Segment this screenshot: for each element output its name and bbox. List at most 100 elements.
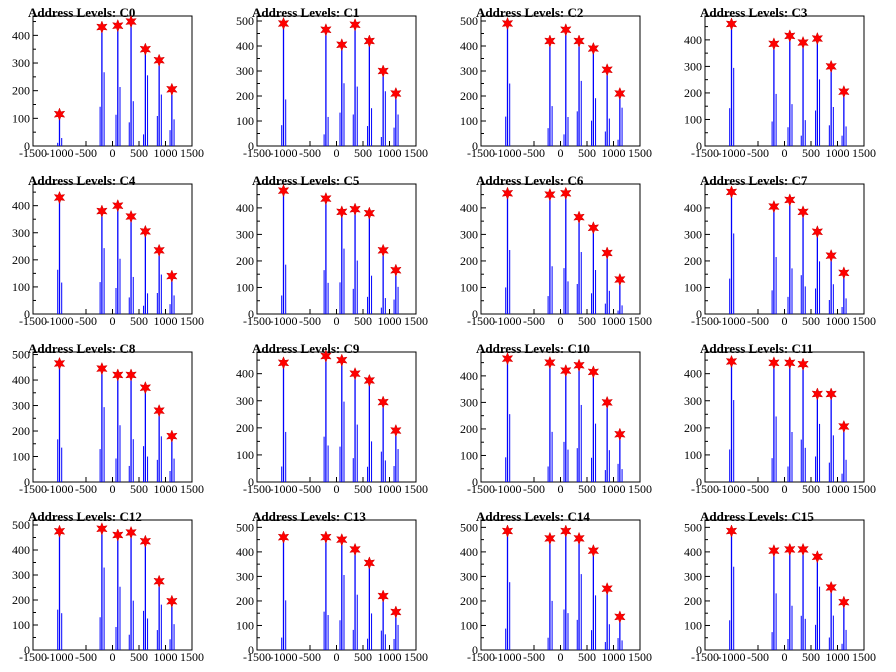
y-tick-label: 200 <box>684 594 702 608</box>
x-tick-label: -1500 <box>467 650 495 664</box>
x-tick-label: -1000 <box>46 146 74 160</box>
peak-marker <box>811 31 824 46</box>
x-tick-label: -1500 <box>243 314 271 328</box>
x-tick-label: 500 <box>802 146 820 160</box>
chart-panel-13: Address Levels: C13 0 100 200 300 400 500 -1500… <box>224 504 448 672</box>
x-tick-label: -1500 <box>19 482 47 496</box>
peak-marker <box>838 84 850 99</box>
x-tick-label: 1500 <box>852 650 876 664</box>
x-tick-label: 500 <box>578 650 596 664</box>
peak-marker <box>349 202 361 216</box>
chart-plot: 0 100 200 300 400 -1500-1000 -500 0 500 1000 1500 <box>684 351 876 496</box>
peak-marker <box>811 225 824 239</box>
x-tick-label: -1500 <box>691 146 719 160</box>
peak-marker <box>363 373 376 388</box>
peak-marker <box>544 187 556 202</box>
chart-plot: 0 100 200 300 400 -1500-1000 -500 0 500 1000 1500 <box>684 15 876 160</box>
peak-marker <box>560 23 572 37</box>
x-tick-label: -500 <box>75 314 97 328</box>
peak-marker <box>320 530 332 544</box>
peak-marker <box>363 556 376 570</box>
peak-marker <box>53 356 66 371</box>
x-tick-label: 500 <box>130 314 148 328</box>
y-tick-label: 200 <box>460 89 478 103</box>
x-tick-label: -1000 <box>270 482 298 496</box>
peak-marker <box>725 524 738 538</box>
chart-plot: 0 100 200 300 400 500 -1500-1000 -500 0 500 1000 15… <box>236 519 428 664</box>
peak-marker <box>614 610 626 624</box>
y-tick-label: 200 <box>460 254 478 268</box>
peak-marker <box>320 349 332 363</box>
peak-marker <box>166 269 178 283</box>
chart-panel-1: Address Levels: C1 0 100 200 300 400 500 -1500-… <box>224 0 448 168</box>
y-tick-label: 100 <box>460 280 478 294</box>
x-tick-label: 0 <box>782 482 788 496</box>
y-tick-label: 300 <box>12 226 30 240</box>
peak-marker <box>573 210 585 224</box>
x-tick-label: -1500 <box>467 146 495 160</box>
x-tick-label: -1000 <box>718 650 746 664</box>
chart-plot: 0 100 200 300 400 500 -1500-1000 -500 0 500 1000 15… <box>12 348 204 496</box>
peak-marker <box>501 524 514 538</box>
y-tick-label: 200 <box>460 594 478 608</box>
chart-plot: 0 100 200 300 400 -1500-1000 -500 0 500 1000 1500 <box>12 183 204 328</box>
x-tick-label: 500 <box>802 482 820 496</box>
peak-marker <box>390 605 402 619</box>
plot-frame <box>256 351 417 483</box>
y-tick-label: 300 <box>684 394 702 408</box>
peak-marker <box>501 186 514 200</box>
x-tick-label: -500 <box>523 482 545 496</box>
peak-marker <box>544 34 556 48</box>
x-tick-label: 1000 <box>826 650 850 664</box>
plot-frame <box>32 15 193 147</box>
y-tick-label: 400 <box>460 39 478 53</box>
peak-marker <box>544 531 556 546</box>
x-tick-label: 1000 <box>602 314 626 328</box>
y-tick-label: 200 <box>12 424 30 438</box>
chart-panel-5: Address Levels: C5 0 100 200 300 400 -1500 -100… <box>224 168 448 336</box>
peak-marker <box>277 16 290 31</box>
x-tick-label: 500 <box>578 482 596 496</box>
peak-marker <box>112 198 124 213</box>
y-tick-label: 400 <box>460 369 478 383</box>
plot-frame <box>32 351 193 483</box>
x-tick-label: 0 <box>334 650 340 664</box>
y-tick-label: 100 <box>684 448 702 462</box>
peak-marker <box>112 528 124 542</box>
x-tick-label: -1000 <box>718 482 746 496</box>
peak-marker <box>277 530 290 544</box>
peak-marker <box>166 594 178 608</box>
y-tick-label: 300 <box>236 394 254 408</box>
peak-marker <box>336 532 348 547</box>
x-tick-label: 0 <box>110 314 116 328</box>
peak-marker <box>363 206 376 220</box>
x-tick-label: 1500 <box>628 146 652 160</box>
peak-marker <box>166 82 178 96</box>
peak-marker <box>560 186 572 200</box>
y-tick-label: 0 <box>696 643 702 657</box>
peak-marker <box>153 403 165 418</box>
peak-marker <box>825 580 837 595</box>
peak-marker <box>825 248 837 263</box>
peak-marker <box>838 595 850 609</box>
peak-marker <box>614 86 626 101</box>
peak-marker <box>573 34 585 48</box>
peak-marker <box>53 107 66 121</box>
x-tick-label: -1500 <box>19 314 47 328</box>
chart-plot: 0 100 200 300 400 500 -1500-1000 -500 0 500 1000 15… <box>684 519 876 664</box>
peak-marker <box>349 366 361 381</box>
peak-marker <box>797 542 809 557</box>
peak-marker <box>587 41 600 56</box>
x-tick-label: 1000 <box>378 314 402 328</box>
chart-panel-15: Address Levels: C15 0 100 200 300 400 500 -1500… <box>672 504 896 672</box>
peak-marker <box>825 59 837 74</box>
y-tick-label: 0 <box>248 307 254 321</box>
peak-marker <box>811 550 824 564</box>
chart-panel-14: Address Levels: C14 0 100 200 300 400 500 -1500… <box>448 504 672 672</box>
y-tick-label: 100 <box>460 618 478 632</box>
peak-marker <box>166 429 178 443</box>
peak-marker <box>125 14 137 29</box>
peak-marker <box>125 368 137 382</box>
y-tick-label: 100 <box>236 114 254 128</box>
x-tick-label: -1500 <box>691 314 719 328</box>
